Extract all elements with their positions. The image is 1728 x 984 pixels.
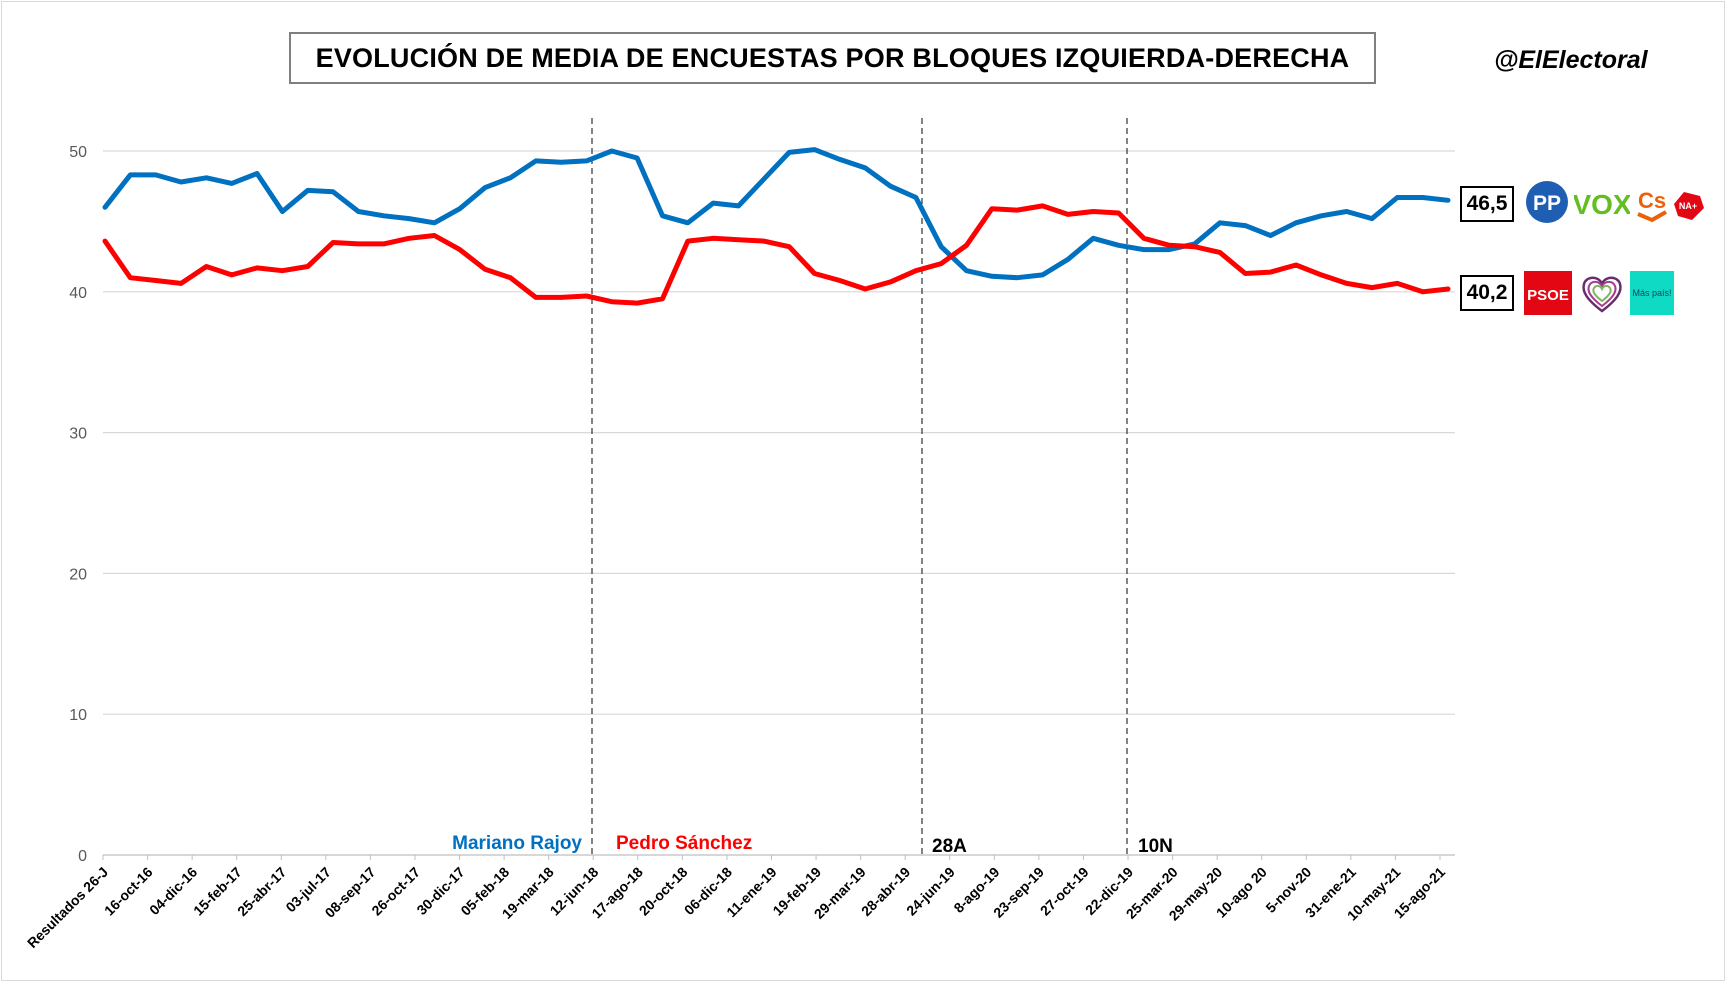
end-label-left-bloc: 40,2	[1460, 275, 1514, 311]
mas-pais-logo: Más país!	[1630, 271, 1674, 315]
right-bloc-line	[102, 147, 1451, 281]
mas-pais-logo-text: Más país!	[1632, 288, 1671, 298]
author-handle: @ElElectoral	[1494, 46, 1648, 74]
period-label: 10N	[1138, 836, 1173, 857]
psoe-logo-text: PSOE	[1527, 287, 1569, 304]
x-tick-label: 28-abr-19	[858, 864, 913, 919]
x-tick-label: 20-oct-18	[636, 864, 691, 919]
y-tick-label: 50	[69, 144, 87, 161]
cs-logo: Cs	[1637, 188, 1667, 223]
pp-logo-text: PP	[1533, 192, 1561, 215]
x-tick-label: 27-oct-19	[1037, 864, 1092, 919]
vox-logo: VOX	[1574, 189, 1630, 220]
vox-logo-text: VOX	[1574, 189, 1630, 220]
y-tick-label: 30	[69, 426, 87, 443]
na-logo: NA+	[1674, 192, 1704, 220]
x-tick-label: 26-oct-17	[368, 864, 423, 919]
title-box: EVOLUCIÓN DE MEDIA DE ENCUESTAS POR BLOQ…	[289, 32, 1376, 84]
na-logo-text: NA+	[1679, 201, 1697, 211]
chart-title: EVOLUCIÓN DE MEDIA DE ENCUESTAS POR BLOQ…	[315, 42, 1350, 73]
x-tick-label: 16-oct-16	[101, 864, 156, 919]
x-tick-label: 25-abr-17	[234, 864, 289, 919]
end-label-right-bloc: 46,5	[1460, 186, 1514, 222]
psoe-logo: PSOE	[1524, 271, 1572, 315]
podemos-logo	[1582, 276, 1622, 313]
pp-logo: PP	[1526, 181, 1568, 223]
y-tick-label: 10	[69, 707, 87, 724]
y-tick-label: 0	[78, 848, 87, 865]
x-tick-label: Resultados 26-J	[24, 864, 111, 951]
y-tick-label: 40	[69, 285, 87, 302]
period-label: 28A	[932, 836, 967, 857]
cs-logo-text: Cs	[1638, 188, 1666, 213]
period-label: Mariano Rajoy	[452, 833, 582, 854]
left-bloc-line	[102, 203, 1451, 306]
y-tick-label: 20	[69, 566, 87, 583]
period-label: Pedro Sánchez	[616, 833, 752, 854]
x-tick-label: 24-jun-19	[903, 864, 958, 919]
